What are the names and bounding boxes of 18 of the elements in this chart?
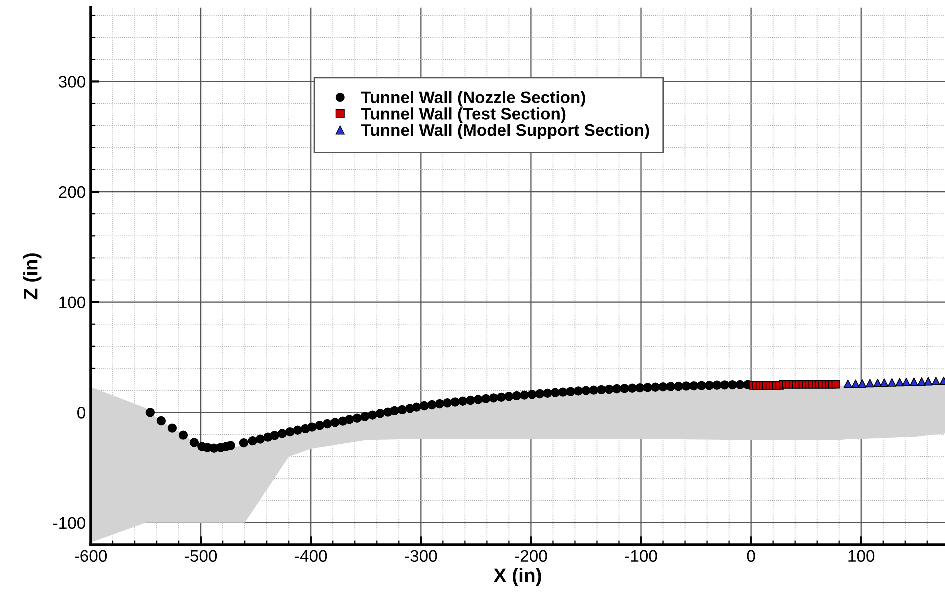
legend-label: Tunnel Wall (Model Support Section) bbox=[361, 124, 650, 140]
y-tick-label: -100 bbox=[54, 517, 86, 530]
x-tick-label: -600 bbox=[75, 550, 108, 562]
legend-label: Tunnel Wall (Test Section) bbox=[361, 108, 566, 124]
y-axis-title: Z (in) bbox=[24, 254, 42, 300]
legend-label: Tunnel Wall (Nozzle Section) bbox=[361, 91, 586, 107]
x-tick-label: 0 bbox=[747, 550, 756, 562]
y-tick-label: 300 bbox=[58, 76, 86, 88]
x-tick-label: -200 bbox=[515, 550, 548, 562]
x-tick-label: -400 bbox=[295, 550, 328, 562]
y-tick-label: 200 bbox=[59, 186, 86, 198]
x-tick-label: -500 bbox=[185, 550, 218, 562]
x-tick-label: 100 bbox=[848, 550, 875, 562]
y-tick-label: 100 bbox=[60, 296, 86, 309]
x-tick-label: -100 bbox=[625, 550, 658, 562]
y-tick-label: 0 bbox=[78, 407, 86, 419]
x-tick-label: -300 bbox=[405, 550, 438, 562]
x-axis-title: X (in) bbox=[494, 568, 542, 586]
